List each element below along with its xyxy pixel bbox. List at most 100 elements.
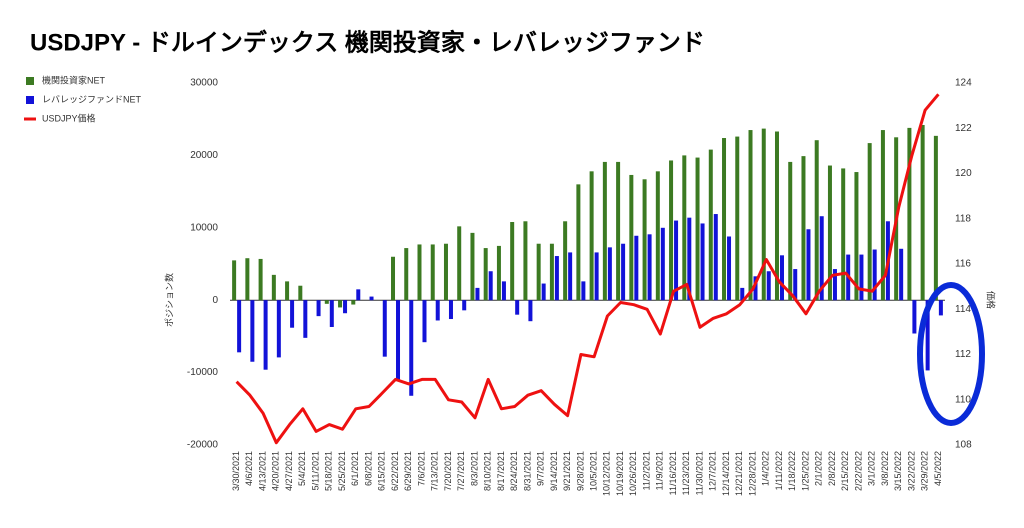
bar xyxy=(872,249,877,301)
x-tick-label: 10/26/2021 xyxy=(628,451,638,496)
bar xyxy=(528,300,533,322)
bar xyxy=(430,244,435,301)
bar xyxy=(258,258,263,301)
bar xyxy=(536,243,541,301)
x-tick-label: 11/30/2021 xyxy=(694,451,704,495)
bar xyxy=(621,243,626,301)
x-tick-label: 4/6/2021 xyxy=(244,451,254,486)
bar xyxy=(933,135,938,301)
x-tick-label: 6/1/2021 xyxy=(350,451,360,486)
y-tick-label: -10000 xyxy=(187,367,219,378)
x-tick-label: 12/28/2021 xyxy=(747,451,757,496)
x-tick-label: 8/24/2021 xyxy=(509,451,519,491)
bar xyxy=(793,269,798,301)
x-tick-label: 6/29/2021 xyxy=(403,451,413,491)
bar xyxy=(404,248,409,301)
x-tick-label: 5/11/2021 xyxy=(310,451,320,490)
y2-tick-label: 124 xyxy=(955,78,972,89)
bar xyxy=(290,300,295,328)
y2-tick-label: 122 xyxy=(955,123,972,134)
bar xyxy=(920,124,925,301)
bar xyxy=(687,217,692,301)
x-tick-label: 6/8/2021 xyxy=(363,451,373,486)
bar xyxy=(859,254,864,301)
bar xyxy=(674,220,679,301)
bar xyxy=(727,236,732,301)
bar xyxy=(316,300,321,317)
bar xyxy=(417,244,422,301)
bar xyxy=(607,247,612,301)
bar xyxy=(475,287,480,301)
bar xyxy=(708,149,713,301)
bar xyxy=(396,300,401,380)
x-tick-label: 10/5/2021 xyxy=(588,451,598,491)
bar xyxy=(409,300,414,396)
bar xyxy=(912,300,917,334)
x-tick-label: 11/16/2021 xyxy=(668,451,678,495)
x-tick-label: 4/27/2021 xyxy=(284,451,294,491)
legend-swatch xyxy=(26,96,34,104)
bar xyxy=(925,300,930,371)
legend-swatch xyxy=(26,77,34,85)
bar xyxy=(594,252,599,301)
y2-tick-label: 110 xyxy=(955,394,971,405)
bar xyxy=(523,221,528,301)
bar xyxy=(271,274,276,301)
bar xyxy=(483,248,488,301)
bar xyxy=(814,140,819,301)
x-tick-label: 2/22/2022 xyxy=(853,451,863,491)
bar xyxy=(682,155,687,301)
x-tick-label: 3/29/2022 xyxy=(920,451,930,491)
bar xyxy=(369,296,374,301)
x-tick-label: 2/15/2022 xyxy=(840,451,850,491)
bar xyxy=(669,160,674,301)
bar xyxy=(250,300,255,362)
x-tick-label: 1/25/2022 xyxy=(800,451,810,491)
bar xyxy=(819,216,824,301)
x-tick-label: 8/10/2021 xyxy=(483,451,493,491)
bar xyxy=(448,300,453,320)
x-tick-label: 6/15/2021 xyxy=(377,451,387,491)
bar xyxy=(806,229,811,301)
x-tick-label: 4/5/2022 xyxy=(933,451,943,486)
bar xyxy=(329,300,334,327)
bar xyxy=(753,276,758,301)
bar xyxy=(899,248,904,301)
y-tick-label: 30000 xyxy=(190,78,218,89)
x-tick-label: 11/9/2021 xyxy=(655,451,665,490)
bar xyxy=(285,281,290,301)
x-tick-label: 5/25/2021 xyxy=(337,451,347,491)
x-tick-label: 5/18/2021 xyxy=(324,451,334,491)
y2-tick-label: 112 xyxy=(955,349,971,360)
bar xyxy=(435,300,440,321)
x-tick-label: 9/28/2021 xyxy=(575,451,585,491)
x-tick-label: 7/13/2021 xyxy=(430,451,440,491)
bar xyxy=(343,300,348,314)
x-tick-label: 3/8/2022 xyxy=(880,451,890,486)
bar xyxy=(616,161,621,301)
bar xyxy=(576,184,581,301)
x-tick-label: 7/6/2021 xyxy=(416,451,426,486)
bar xyxy=(581,281,586,301)
x-tick-label: 12/14/2021 xyxy=(721,451,731,496)
bar xyxy=(298,285,303,301)
bar xyxy=(841,168,846,301)
x-tick-label: 4/13/2021 xyxy=(257,451,267,491)
x-tick-label: 12/7/2021 xyxy=(708,451,718,491)
bar xyxy=(655,171,660,301)
bar xyxy=(443,243,448,301)
y2-tick-label: 120 xyxy=(955,168,972,179)
bar xyxy=(827,165,832,301)
bar xyxy=(324,300,329,304)
bar xyxy=(740,287,745,301)
x-tick-label: 3/30/2021 xyxy=(231,451,241,491)
x-tick-label: 3/1/2022 xyxy=(867,451,877,486)
bar xyxy=(634,235,639,301)
bar xyxy=(774,131,779,301)
chart-title: USDJPY - ドルインデックス 機関投資家・レバレッジファンド xyxy=(30,28,705,56)
x-tick-label: 9/14/2021 xyxy=(549,451,559,491)
x-tick-label: 1/11/2022 xyxy=(774,451,784,490)
bar xyxy=(457,226,462,301)
legend-label: レバレッジファンドNET xyxy=(42,94,142,104)
x-tick-label: 9/21/2021 xyxy=(562,451,572,491)
